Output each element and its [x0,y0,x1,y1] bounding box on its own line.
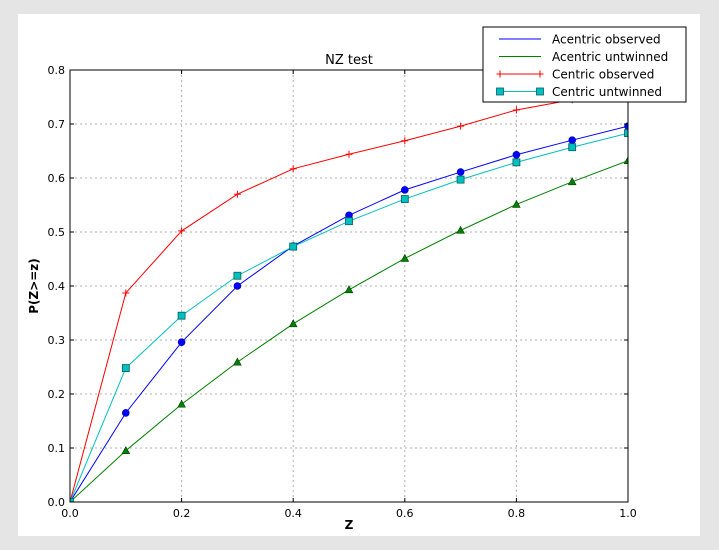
data-point-triangle [567,177,577,186]
data-point-plus [457,122,465,130]
data-point-square [624,129,628,138]
y-tick-label: 0.7 [48,118,66,131]
data-point-circle [568,136,577,144]
data-point-triangle [233,357,242,366]
legend-label: Acentric observed [552,33,661,47]
x-tick-label: 0.6 [396,507,414,520]
x-tick-label: 0.4 [284,507,302,520]
data-point-triangle [288,319,298,328]
data-point-square [496,87,504,96]
data-point-triangle [121,446,131,455]
data-point-square [400,195,409,203]
legend-item: Centric observed [496,68,654,82]
y-tick-label: 0.4 [48,280,66,293]
y-tick-label: 0.1 [48,442,66,455]
y-tick-label: 0.2 [48,388,66,401]
y-tick-label: 0.8 [48,64,66,77]
data-point-square [289,242,298,251]
y-axis-label: P(Z>=z) [27,258,41,314]
data-point-square [121,364,130,372]
data-point-plus [178,227,186,235]
data-point-triangle [623,156,628,165]
data-point-circle [177,338,186,346]
y-tick-label: 0.5 [48,226,66,239]
legend-label: Acentric untwinned [552,50,668,64]
data-point-plus [401,137,409,145]
data-point-triangle [344,285,354,294]
y-tick-label: 0.6 [48,172,66,185]
data-point-square [536,87,544,96]
x-tick-label: 0.0 [61,507,79,520]
data-point-square [70,498,74,502]
legend: Acentric observed Acentric untwinned Centr… [482,26,687,103]
data-point-triangle [177,399,186,408]
legend-item: Centric untwinned [496,85,662,99]
data-point-circle [456,168,465,176]
data-point-circle [233,282,242,290]
data-point-square [233,271,242,280]
data-point-square [177,311,186,320]
legend-item: Acentric observed [499,33,661,47]
data-point-plus [536,70,544,78]
data-point-plus [512,106,520,114]
data-point-plus [289,165,297,173]
data-point-plus [122,289,130,297]
legend-item: Acentric untwinned [499,50,668,64]
data-point-square [345,217,353,226]
x-tick-label: 0.2 [173,507,191,520]
series-centric-untwinned [70,129,628,502]
y-tick-label: 0.3 [48,334,66,347]
legend-label: Centric untwinned [552,85,662,99]
data-point-circle [122,409,130,417]
data-point-triangle [400,253,410,262]
data-point-square [456,175,465,184]
y-tick-label: 0.0 [48,496,66,509]
chart-title: NZ test [325,53,373,68]
ticks: 0.0 0.2 0.4 0.6 0.8 1.0 0.0 0.1 0.2 0.3 0.4 0.5 0.6 0… [48,64,637,520]
series-lines [70,85,628,502]
data-point-square [512,158,521,167]
data-point-plus [233,190,241,198]
legend-label: Centric observed [552,68,654,82]
data-point-plus [496,70,504,78]
data-point-triangle [512,199,521,208]
x-tick-label: 0.8 [508,507,526,520]
series-acentric-untwinned [70,156,628,502]
data-point-circle [400,186,409,194]
data-point-square [568,143,577,152]
data-point-circle [512,150,521,159]
data-point-triangle [456,225,465,234]
x-tick-label: 1.0 [619,507,637,520]
series-acentric-observed [70,122,628,502]
data-point-plus [345,150,353,158]
x-axis-label: Z [345,518,354,532]
